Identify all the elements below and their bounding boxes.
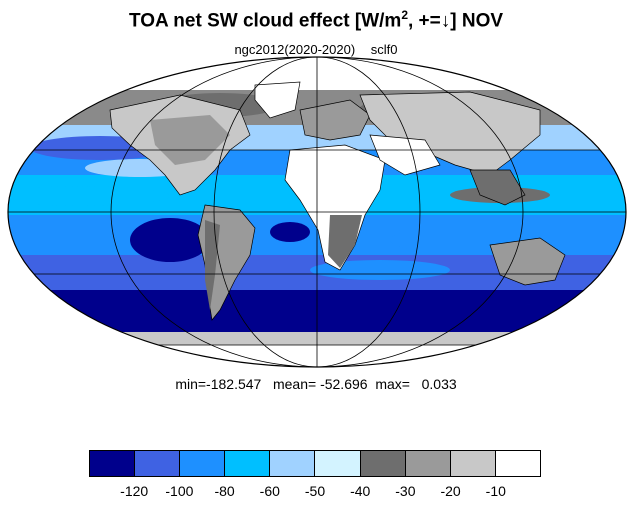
colorbar-labels: -120 -100 -80 -60 -50 -40 -30 -20 -10 (89, 483, 541, 501)
globe-outline (7, 56, 627, 368)
colorbar (89, 450, 541, 477)
model-label: ngc2012(2020-2020) (234, 42, 356, 57)
world-map (7, 56, 627, 368)
map-title: TOA net SW cloud effect [W/m2, +=↓] NOV (128, 8, 504, 32)
north-america-interior (150, 115, 230, 165)
colorbar-swatch (495, 451, 540, 476)
colorbar-tick-label: -30 (395, 483, 416, 499)
europe (299, 99, 371, 141)
colorbar-swatch (315, 451, 361, 476)
australia (489, 237, 566, 286)
antarctica (149, 344, 481, 367)
colorbar-tick-label: -50 (304, 483, 326, 499)
patch-atl-stratocu (270, 222, 310, 242)
greenland (254, 81, 301, 119)
colorbar-tick-label: -40 (350, 483, 371, 499)
map-subtitle: ngc2012(2020-2020) sclf0 (0, 42, 632, 57)
asia-middle-east (369, 134, 441, 176)
africa-south (328, 215, 362, 268)
asia-southeast (469, 169, 526, 206)
colorbar-tick-label: -100 (165, 483, 194, 499)
patch-south-light (310, 260, 450, 280)
stats-line: min=-182.547 mean= -52.696 max= 0.033 (175, 376, 457, 392)
colorbar-swatch (360, 451, 406, 476)
colorbar-tick-label: -120 (120, 483, 149, 499)
colorbar-swatch (405, 451, 451, 476)
patch-pac-stratocu (130, 218, 210, 262)
case-label: sclf0 (370, 42, 398, 57)
colorbar-tick-label: -10 (485, 483, 506, 499)
colorbar-swatch (225, 451, 271, 476)
colorbar-swatch (270, 451, 316, 476)
graticule (8, 57, 626, 367)
africa (284, 144, 386, 271)
colorbar-swatch (180, 451, 226, 476)
colorbar-swatch (450, 451, 496, 476)
patch-trop-pac (8, 186, 170, 206)
colorbar-tick-label: -80 (214, 483, 235, 499)
colorbar-tick-label: -20 (440, 483, 461, 499)
colorbar-tick-label: -60 (259, 483, 280, 499)
band-south-deep (8, 290, 626, 332)
colorbar-swatch (90, 451, 136, 476)
colorbar-swatch (135, 451, 181, 476)
